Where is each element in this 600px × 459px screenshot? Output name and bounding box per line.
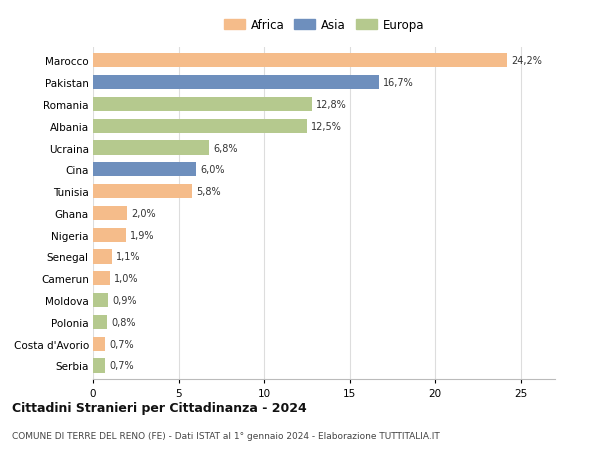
Bar bbox=[93, 293, 109, 308]
Bar bbox=[93, 250, 112, 264]
Text: 0,9%: 0,9% bbox=[113, 296, 137, 305]
Text: 1,1%: 1,1% bbox=[116, 252, 140, 262]
Bar bbox=[93, 337, 105, 351]
Text: 0,7%: 0,7% bbox=[109, 361, 134, 370]
Text: 6,0%: 6,0% bbox=[200, 165, 224, 175]
Text: COMUNE DI TERRE DEL RENO (FE) - Dati ISTAT al 1° gennaio 2024 - Elaborazione TUT: COMUNE DI TERRE DEL RENO (FE) - Dati IST… bbox=[12, 431, 440, 441]
Bar bbox=[93, 185, 192, 199]
Text: 5,8%: 5,8% bbox=[197, 187, 221, 197]
Text: 6,8%: 6,8% bbox=[214, 143, 238, 153]
Bar bbox=[93, 207, 127, 220]
Legend: Africa, Asia, Europa: Africa, Asia, Europa bbox=[220, 16, 428, 36]
Text: 2,0%: 2,0% bbox=[131, 208, 156, 218]
Text: 0,7%: 0,7% bbox=[109, 339, 134, 349]
Bar bbox=[93, 141, 209, 155]
Text: 16,7%: 16,7% bbox=[383, 78, 414, 88]
Bar bbox=[93, 54, 507, 68]
Bar bbox=[93, 228, 125, 242]
Bar bbox=[93, 358, 105, 373]
Bar bbox=[93, 272, 110, 285]
Text: 12,8%: 12,8% bbox=[316, 100, 347, 110]
Text: Cittadini Stranieri per Cittadinanza - 2024: Cittadini Stranieri per Cittadinanza - 2… bbox=[12, 402, 307, 414]
Bar bbox=[93, 163, 196, 177]
Text: 12,5%: 12,5% bbox=[311, 122, 342, 131]
Bar bbox=[93, 76, 379, 90]
Bar bbox=[93, 315, 107, 329]
Text: 0,8%: 0,8% bbox=[111, 317, 136, 327]
Bar bbox=[93, 98, 312, 112]
Text: 1,9%: 1,9% bbox=[130, 230, 154, 240]
Text: 1,0%: 1,0% bbox=[115, 274, 139, 284]
Text: 24,2%: 24,2% bbox=[511, 56, 542, 66]
Bar bbox=[93, 119, 307, 134]
